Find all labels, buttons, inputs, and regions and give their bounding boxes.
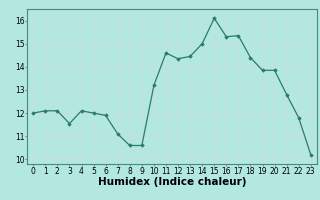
X-axis label: Humidex (Indice chaleur): Humidex (Indice chaleur) — [98, 177, 246, 187]
